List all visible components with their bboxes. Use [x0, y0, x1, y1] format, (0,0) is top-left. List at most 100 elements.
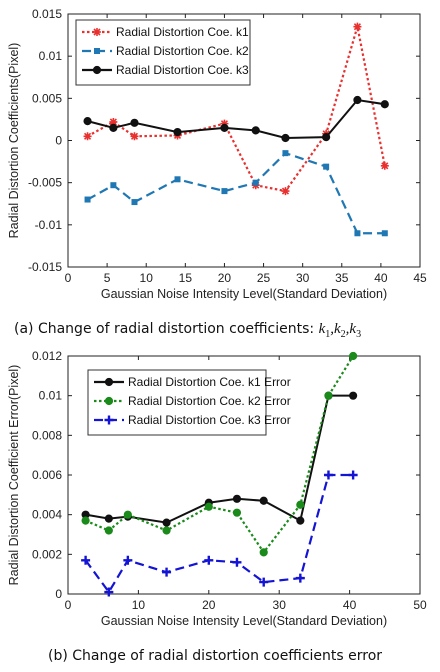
series-line	[85, 394, 354, 524]
series-line	[87, 151, 385, 235]
x-tick-label: 0	[65, 271, 72, 285]
data-point	[349, 351, 358, 361]
legend-marker	[93, 28, 101, 36]
data-point	[220, 123, 229, 132]
x-axis-label: Gaussian Noise Intensity Level(Standard …	[101, 614, 387, 628]
x-tick-label: 30	[273, 598, 287, 612]
data-point	[110, 182, 117, 189]
math-separator: ,	[330, 321, 334, 337]
math-symbol: k	[349, 321, 356, 337]
data-point	[353, 95, 362, 105]
data-point	[84, 196, 91, 203]
y-tick-label: 0.015	[32, 7, 62, 21]
legend: Radial Distortion Coe. k1 Error Radial Di…	[87, 369, 291, 436]
caption-text: (b) Change of radial distortion coeffici…	[48, 648, 382, 664]
data-point	[131, 199, 138, 206]
legend-label: Radial Distortion Coe. k3 Error	[128, 413, 291, 427]
legend-label: Radial Distortion Coe. k2 Error	[128, 394, 291, 408]
legend-marker	[104, 377, 114, 387]
legend-label: Radial Distortion Coe. k1	[116, 25, 249, 39]
data-point	[104, 526, 113, 535]
x-tick-label: 10	[140, 271, 154, 285]
data-point	[252, 179, 259, 186]
data-point	[81, 555, 91, 565]
y-tick-label: 0.005	[32, 91, 62, 105]
x-tick-label: 45	[413, 271, 427, 285]
data-point	[348, 470, 358, 480]
x-tick-label: 30	[296, 271, 310, 285]
y-tick-label: 0	[55, 587, 62, 601]
data-point	[83, 132, 92, 141]
series-1	[81, 391, 358, 527]
caption: (a) Change of radial distortion coeffici…	[14, 321, 361, 340]
chart-1: 0 5 10 15 20 25 30 35 40 45 -0.015 -0.01 -0.005 0 0.00…	[7, 7, 427, 340]
x-tick-label: 10	[132, 598, 146, 612]
data-point	[174, 176, 181, 183]
data-point	[380, 161, 389, 170]
data-point	[130, 118, 139, 127]
data-point	[349, 391, 358, 400]
data-point	[130, 132, 139, 141]
legend-marker	[104, 396, 114, 406]
data-point	[173, 127, 182, 137]
series-3	[83, 95, 389, 143]
y-tick-label: 0.01	[39, 49, 63, 63]
math-separator: ,	[346, 321, 350, 337]
series-line	[87, 98, 385, 139]
legend-label: Radial Distortion Coe. k3	[116, 63, 249, 77]
y-axis-label: Radial Distortion Coefficient Error(Pixe…	[7, 365, 21, 586]
data-point	[251, 126, 260, 135]
y-tick-label: -0.01	[35, 218, 63, 232]
data-point	[232, 508, 242, 517]
math-symbol: k	[334, 321, 341, 337]
x-tick-label: 25	[257, 271, 271, 285]
data-point	[282, 150, 289, 157]
x-tick-label: 5	[104, 271, 111, 285]
data-point	[296, 516, 305, 525]
data-point	[83, 117, 92, 126]
y-tick-label: 0.012	[32, 349, 62, 363]
data-point	[232, 557, 242, 567]
data-point	[324, 391, 333, 400]
x-tick-label: 0	[65, 598, 72, 612]
legend-label: Radial Distortion Coe. k1 Error	[128, 375, 291, 389]
chart-2: 0 10 20 30 40 50 0 0.002 0.004 0.006 0.008 0.01 0.01…	[7, 349, 427, 664]
y-axis-label: Radial Distortion Coefficients(Pixel)	[7, 43, 21, 239]
y-tick-label: 0.01	[39, 389, 63, 403]
series-2	[81, 351, 358, 557]
data-point	[162, 526, 171, 535]
series-line	[87, 26, 386, 193]
data-point	[259, 577, 269, 587]
y-tick-label: 0.004	[32, 508, 62, 522]
legend-box	[75, 19, 251, 86]
x-tick-label: 50	[413, 598, 427, 612]
caption-text: (a) Change of radial distortion coeffici…	[14, 321, 314, 337]
data-point	[353, 22, 362, 31]
legend: Radial Distortion Coe. k1 Radial Distorti…	[75, 19, 251, 86]
data-point	[259, 496, 268, 505]
legend-box	[87, 369, 267, 436]
data-point	[123, 555, 133, 565]
caption: (b) Change of radial distortion coeffici…	[48, 648, 382, 664]
x-tick-label: 20	[202, 598, 216, 612]
x-tick-label: 40	[343, 598, 357, 612]
y-tick-label: -0.015	[28, 260, 62, 274]
x-tick-label: 40	[374, 271, 388, 285]
data-point	[104, 587, 114, 597]
x-tick-label: 15	[179, 271, 193, 285]
data-point	[162, 518, 171, 527]
y-tick-label: 0	[55, 134, 62, 148]
math-subscript: 1	[325, 329, 330, 340]
y-tick-label: 0.006	[32, 468, 62, 482]
data-point	[221, 188, 228, 195]
data-point	[81, 516, 90, 525]
math-subscript: 2	[341, 329, 346, 340]
x-tick-label: 35	[335, 271, 349, 285]
data-point	[354, 230, 361, 237]
data-point	[232, 494, 242, 503]
data-point	[123, 510, 132, 519]
data-point	[323, 470, 333, 480]
legend-marker	[92, 65, 102, 75]
data-point	[204, 555, 214, 565]
